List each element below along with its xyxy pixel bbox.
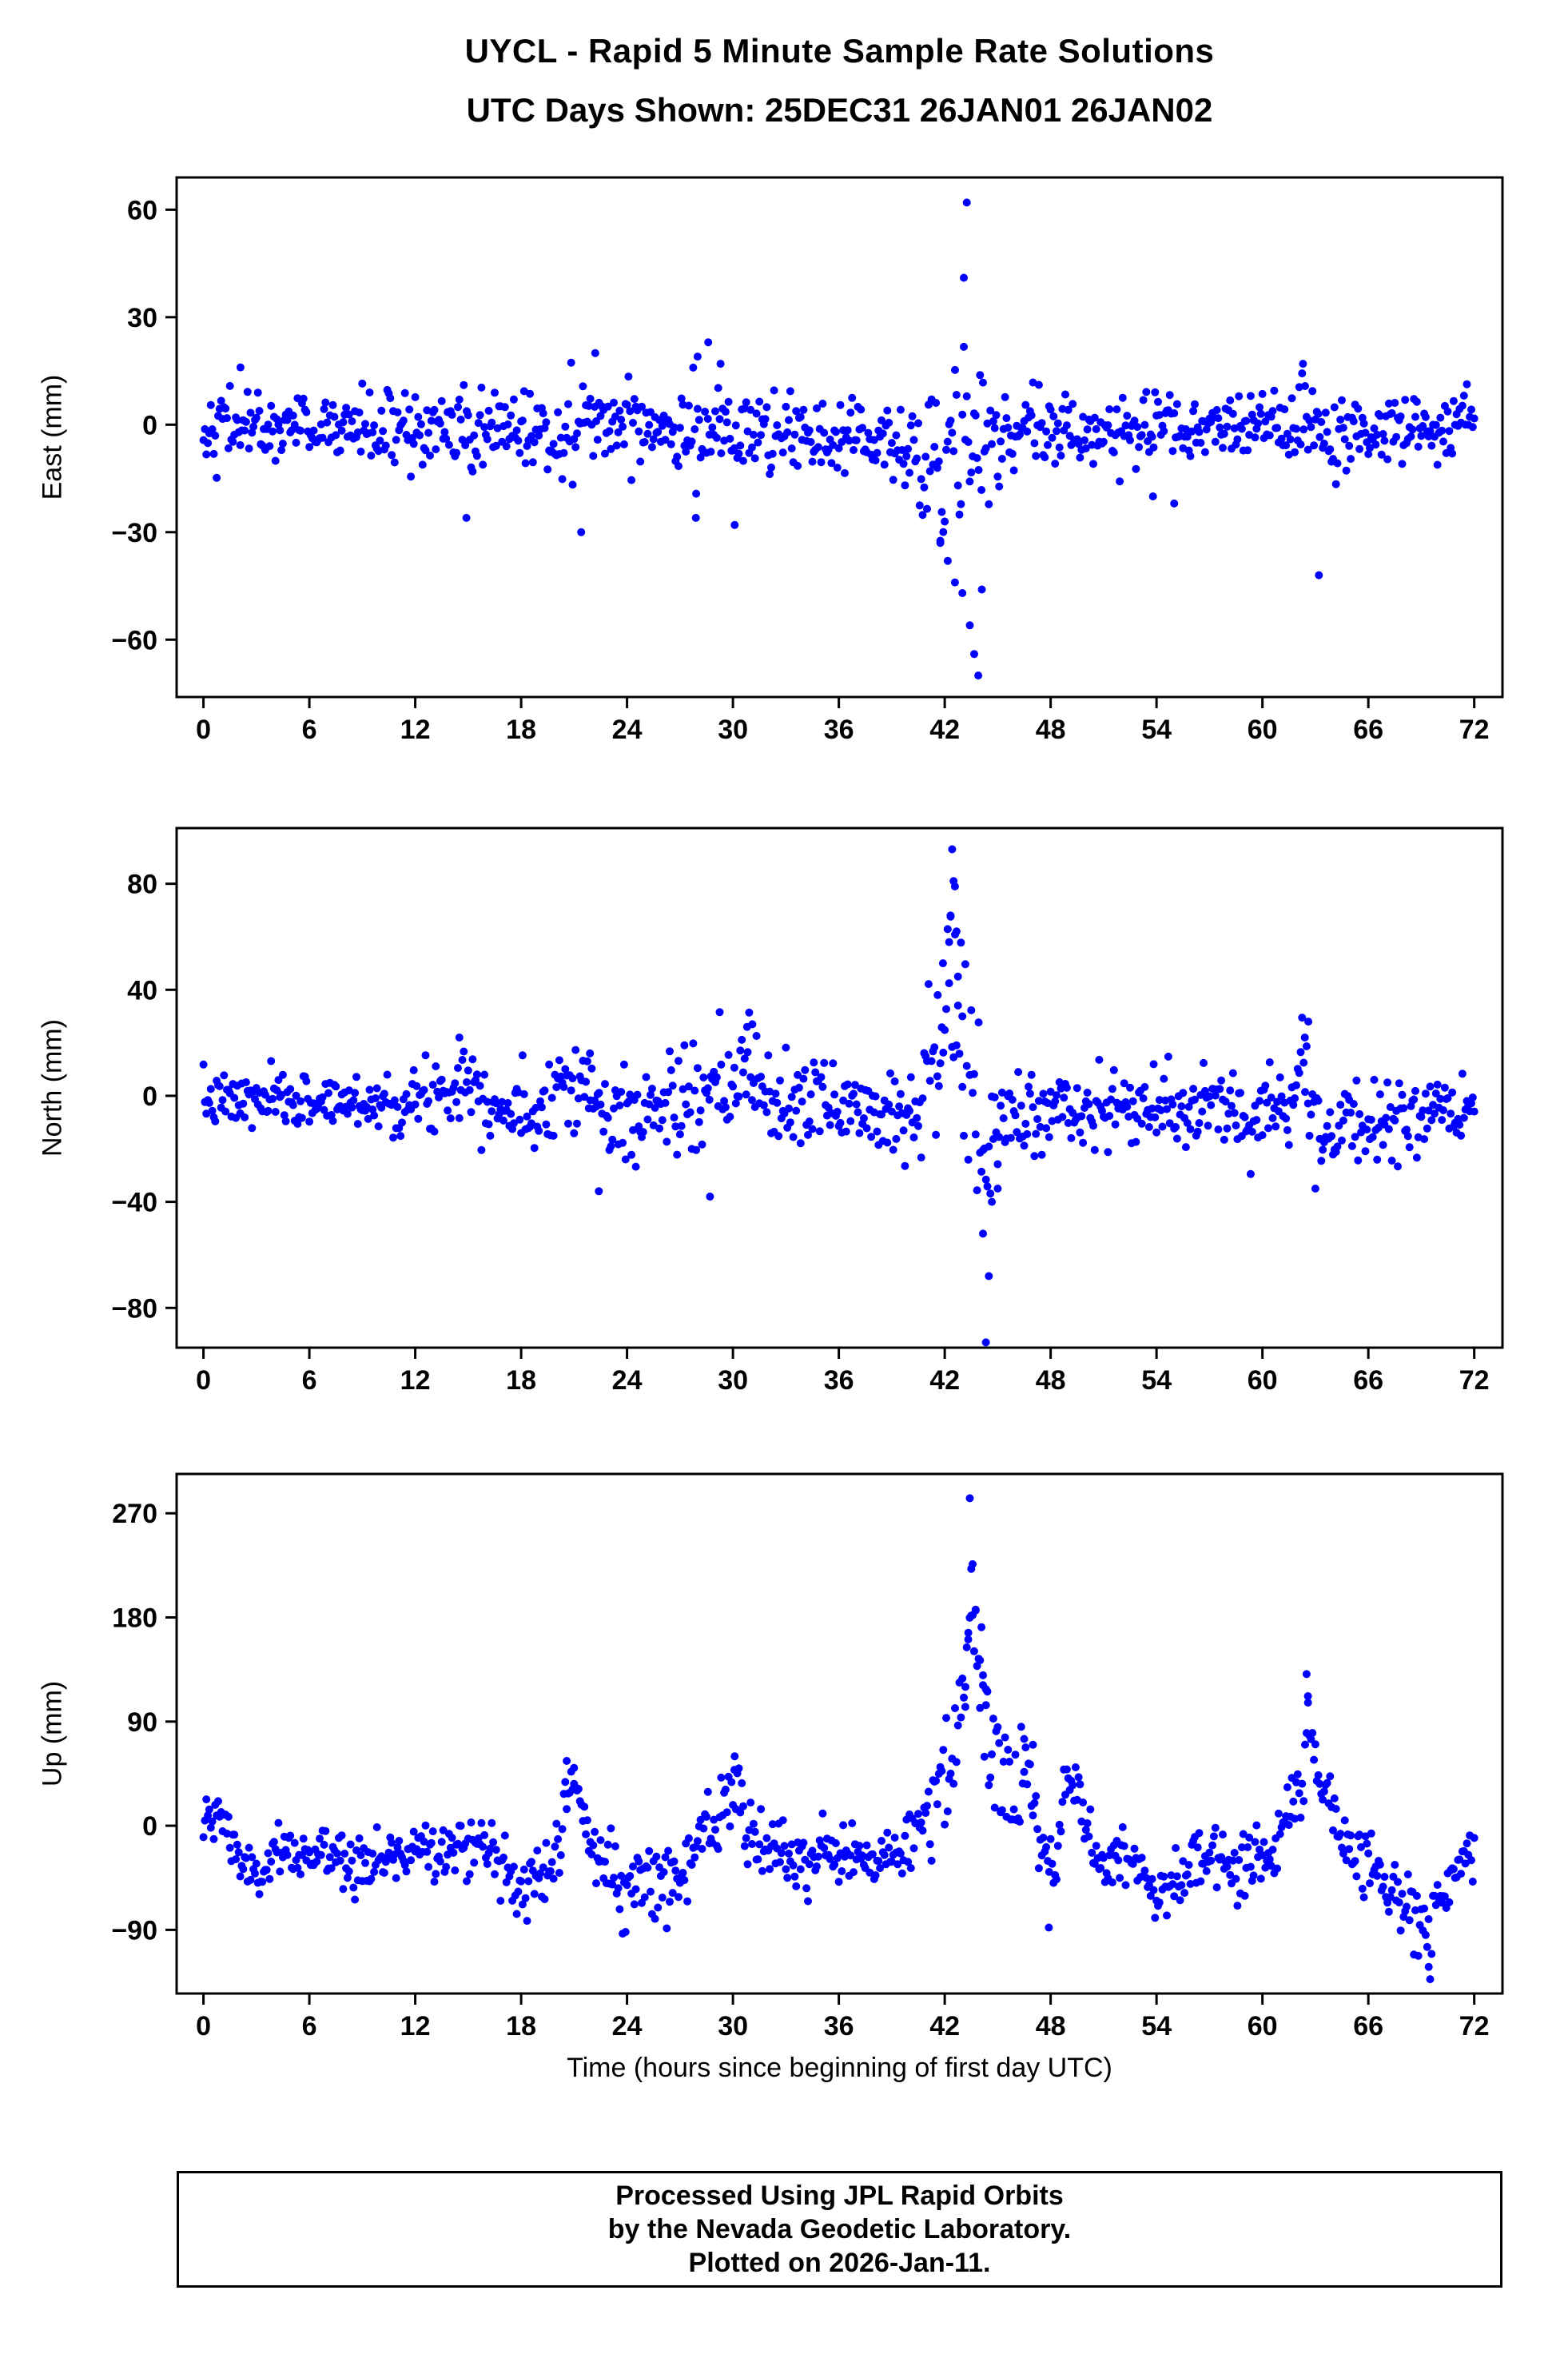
y-tick-label: 180 — [112, 1603, 157, 1634]
x-ticks-east: 0 6 12 18 24 30 36 42 48 54 60 66 72 — [196, 697, 1490, 745]
x-tick-label: 66 — [1353, 2011, 1383, 2041]
x-tick-label: 48 — [1036, 2011, 1066, 2041]
x-tick-label: 54 — [1141, 715, 1172, 745]
x-ticks-north: 0 6 12 18 24 30 36 42 48 54 60 66 72 — [196, 1348, 1490, 1396]
y-tick-label: −60 — [111, 625, 157, 655]
figure-subtitle: UTC Days Shown: 25DEC31 26JAN01 26JAN02 — [466, 91, 1213, 129]
x-tick-label: 48 — [1036, 1365, 1066, 1396]
x-tick-label: 18 — [506, 2011, 536, 2041]
x-tick-label: 66 — [1353, 715, 1383, 745]
y-tick-label: −80 — [111, 1293, 157, 1324]
y-tick-label: −30 — [111, 518, 157, 548]
y-tick-label: 90 — [127, 1707, 157, 1738]
x-tick-label: 12 — [400, 1365, 431, 1396]
x-tick-label: 18 — [506, 1365, 536, 1396]
x-tick-label: 30 — [718, 1365, 748, 1396]
x-tick-label: 12 — [400, 2011, 431, 2041]
x-tick-label: 30 — [718, 715, 748, 745]
x-tick-label: 6 — [302, 1365, 317, 1396]
x-tick-label: 42 — [929, 2011, 960, 2041]
x-tick-label: 24 — [612, 2011, 643, 2041]
x-tick-label: 60 — [1248, 2011, 1278, 2041]
x-tick-label: 42 — [929, 715, 960, 745]
x-tick-label: 72 — [1459, 2011, 1490, 2041]
x-tick-label: 6 — [302, 2011, 317, 2041]
x-tick-label: 36 — [824, 2011, 854, 2041]
plot-frame-east — [175, 176, 1504, 699]
y-tick-label: −90 — [111, 1915, 157, 1946]
y-tick-label: 80 — [127, 870, 157, 900]
x-tick-label: 36 — [824, 715, 854, 745]
y-tick-label: 40 — [127, 975, 157, 1006]
x-tick-label: 0 — [196, 2011, 211, 2041]
panel-north: 0 6 12 18 24 30 36 42 48 54 60 66 72 −80 −40 0 40 80 — [111, 826, 1504, 1396]
x-tick-label: 30 — [718, 2011, 748, 2041]
x-tick-label: 24 — [612, 715, 643, 745]
footer-line-1: Processed Using JPL Rapid Orbits — [615, 2181, 1064, 2211]
y-ticks-north: −80 −40 0 40 80 — [111, 870, 177, 1324]
x-tick-label: 0 — [196, 1365, 211, 1396]
footer-line-3: Plotted on 2026-Jan-11. — [688, 2248, 991, 2278]
x-tick-label: 48 — [1036, 715, 1066, 745]
y-tick-label: 0 — [142, 1811, 157, 1842]
footer-line-2: by the Nevada Geodetic Laboratory. — [607, 2214, 1072, 2244]
x-tick-label: 36 — [824, 1365, 854, 1396]
x-tick-label: 54 — [1141, 2011, 1172, 2041]
points-layer-north — [199, 845, 1478, 1347]
y-tick-label: 30 — [127, 303, 157, 333]
x-axis-label: Time (hours since beginning of first day… — [567, 2053, 1112, 2083]
x-tick-label: 0 — [196, 715, 211, 745]
x-tick-label: 72 — [1459, 1365, 1490, 1396]
panel-east: 0 6 12 18 24 30 36 42 48 54 60 66 72 −60 −30 0 30 60 — [111, 176, 1504, 745]
x-tick-label: 42 — [929, 1365, 960, 1396]
x-tick-label: 18 — [506, 715, 536, 745]
x-tick-label: 6 — [302, 715, 317, 745]
y-tick-label: 60 — [127, 195, 157, 225]
figure-title: UYCL - Rapid 5 Minute Sample Rate Soluti… — [464, 32, 1215, 70]
x-tick-label: 66 — [1353, 1365, 1383, 1396]
footer-box: Processed Using JPL Rapid Orbits by the … — [177, 2171, 1502, 2288]
x-tick-label: 72 — [1459, 715, 1490, 745]
points-layer-up — [199, 1494, 1478, 1984]
x-tick-label: 60 — [1248, 1365, 1278, 1396]
y-tick-label: 0 — [142, 1081, 157, 1112]
y-tick-label: 0 — [142, 410, 157, 440]
x-tick-label: 60 — [1248, 715, 1278, 745]
x-tick-label: 24 — [612, 1365, 643, 1396]
x-tick-label: 54 — [1141, 1365, 1172, 1396]
y-tick-label: 270 — [112, 1499, 157, 1529]
x-ticks-up: 0 6 12 18 24 30 36 42 48 54 60 66 72 — [196, 1994, 1490, 2041]
x-tick-label: 12 — [400, 715, 431, 745]
y-ticks-up: −90 0 90 180 270 — [111, 1499, 177, 1946]
panel-up: 0 6 12 18 24 30 36 42 48 54 60 66 72 −90 0 90 180 270 — [111, 1472, 1504, 2041]
y-ticks-east: −60 −30 0 30 60 — [111, 195, 177, 655]
points-layer-east — [199, 198, 1478, 680]
y-tick-label: −40 — [111, 1188, 157, 1218]
